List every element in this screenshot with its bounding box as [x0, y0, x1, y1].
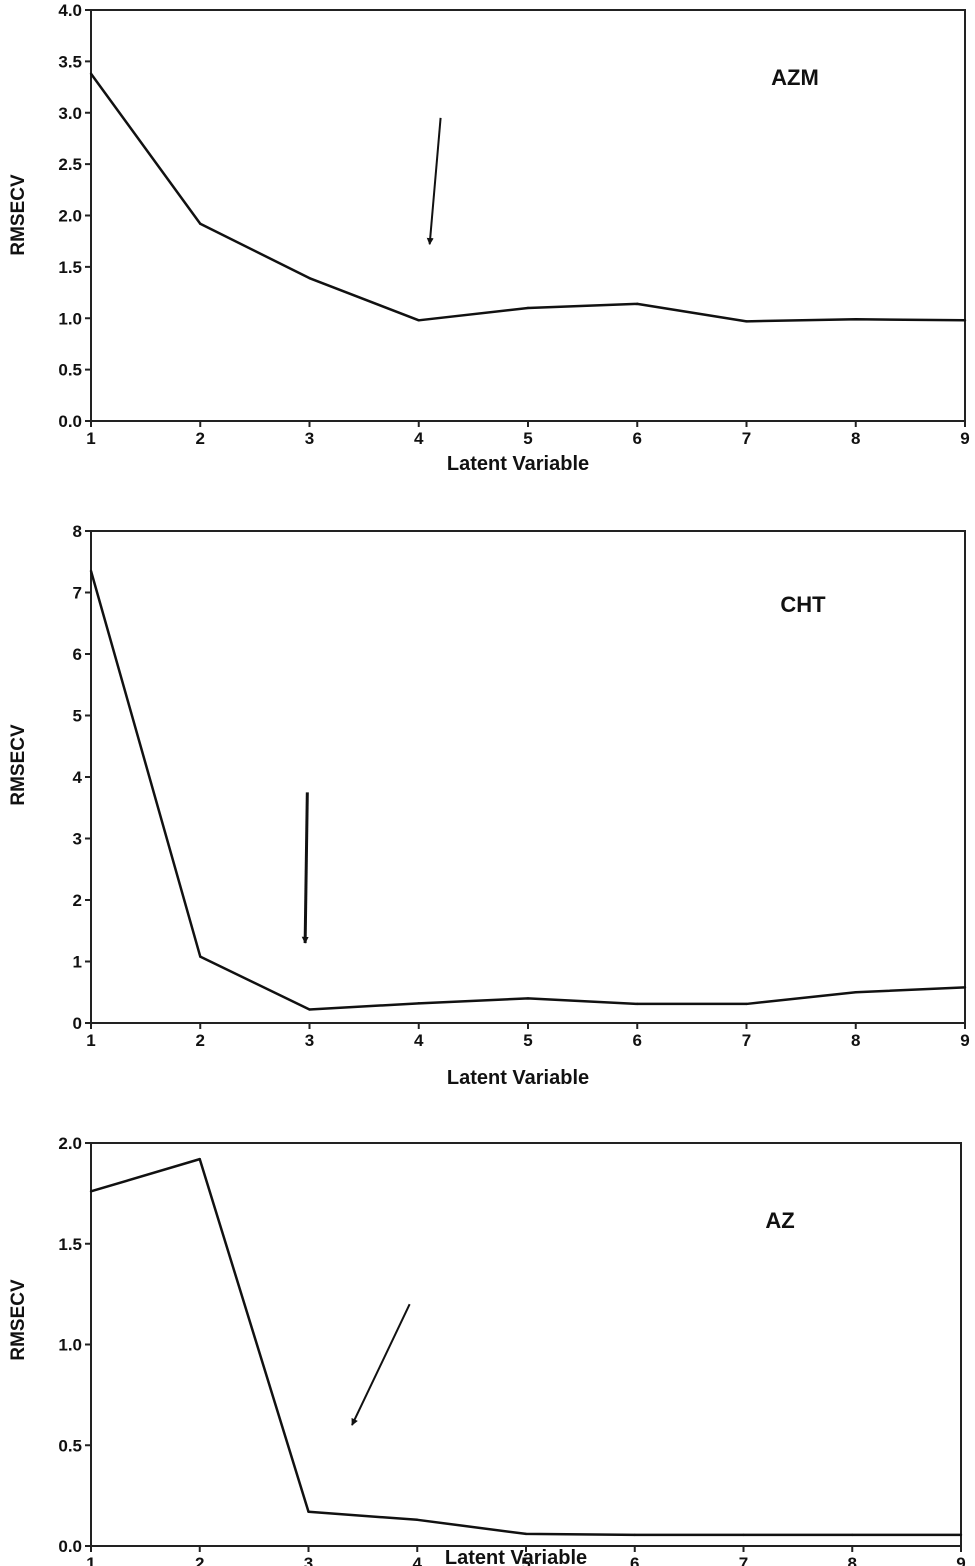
y-tick-label: 2: [73, 891, 82, 910]
x-tick-label: 5: [523, 429, 532, 448]
data-point: [89, 72, 93, 75]
y-axis-title: RMSECV: [8, 174, 29, 256]
data-point: [526, 997, 530, 1000]
x-tick-label: 8: [848, 1554, 857, 1566]
x-tick-label: 2: [196, 1031, 205, 1050]
x-tick-label: 4: [413, 1554, 423, 1566]
data-point: [851, 1533, 854, 1537]
y-tick-label: 1.5: [58, 1235, 82, 1254]
annotation-arrow: [426, 117, 442, 245]
y-tick-label: 5: [73, 707, 82, 726]
data-point: [307, 1510, 310, 1513]
y-tick-label: 8: [73, 522, 82, 541]
series-line-azm: [89, 72, 966, 323]
data-point: [416, 1518, 419, 1522]
x-tick-label: 5: [521, 1554, 530, 1566]
data-point: [199, 222, 202, 225]
x-tick-label: 2: [196, 429, 205, 448]
chart-panel-az: 0.0 0.5 1.0 1.5 2.0 1 2 3 4 5 6 7 8 9 Latent Variable R…: [8, 1134, 966, 1566]
y-tick-label: 1: [73, 953, 82, 972]
data-point: [308, 276, 311, 280]
data-point: [417, 1002, 420, 1005]
x-tick-label: 4: [414, 1031, 424, 1050]
x-tick-label: 6: [633, 429, 642, 448]
y-tick-label: 3.5: [58, 52, 82, 71]
data-point: [308, 1008, 311, 1011]
y-tick-label: 1.0: [58, 1336, 82, 1355]
x-tick-label: 7: [742, 1031, 751, 1050]
x-tick-label: 3: [305, 1031, 314, 1050]
y-tick-label: 2.5: [58, 155, 82, 174]
y-axis-title: RMSECV: [8, 1279, 29, 1361]
series-line-cht: [89, 570, 966, 1011]
data-point: [524, 1532, 528, 1536]
y-tick-label: 3: [73, 830, 82, 849]
x-tick-label: 7: [739, 1554, 748, 1566]
data-point: [633, 1533, 636, 1537]
data-point: [854, 991, 857, 994]
data-point: [745, 320, 748, 323]
annotation-arrow: [301, 792, 309, 944]
series-line-az: [90, 1157, 961, 1537]
y-tick-label: 3.0: [58, 104, 82, 123]
x-tick-label: 7: [742, 429, 751, 448]
y-tick-label: 2.0: [58, 1134, 82, 1153]
x-tick-label: 8: [851, 429, 860, 448]
x-tick-label: 9: [960, 429, 969, 448]
data-point: [854, 318, 857, 321]
x-tick-label: 9: [960, 1031, 969, 1050]
y-tick-label: 4.0: [58, 1, 82, 20]
y-tick-label: 1.0: [58, 309, 82, 328]
y-tick-label: 0.5: [58, 1436, 82, 1455]
x-tick-label: 4: [414, 429, 424, 448]
x-tick-label: 6: [633, 1031, 642, 1050]
x-tick-label: 3: [305, 429, 314, 448]
data-point: [89, 569, 93, 573]
x-tick-label: 5: [523, 1031, 532, 1050]
data-point: [89, 1190, 93, 1193]
data-point: [963, 986, 967, 989]
data-point: [745, 1002, 748, 1006]
data-point: [742, 1533, 745, 1537]
y-tick-label: 0.0: [58, 412, 82, 431]
x-axis-title: Latent Variable: [447, 453, 589, 475]
data-point: [198, 1157, 201, 1161]
y-tick-label: 2.0: [58, 207, 82, 226]
data-point: [199, 955, 202, 958]
panel-label-az: AZ: [765, 1208, 794, 1233]
annotation-arrow: [351, 1303, 411, 1426]
plot-frame: [90, 9, 966, 422]
y-tick-label: 0: [73, 1014, 82, 1033]
x-tick-label: 8: [851, 1031, 860, 1050]
x-axis-title: Latent Variable: [447, 1067, 589, 1089]
y-tick-label: 1.5: [58, 258, 82, 277]
plot-frame: [90, 530, 966, 1024]
x-tick-label: 2: [195, 1554, 204, 1566]
x-tick-label: 6: [630, 1554, 639, 1566]
data-point: [417, 319, 420, 322]
data-point: [526, 306, 530, 310]
y-tick-label: 4: [73, 768, 83, 787]
x-tick-label: 3: [304, 1554, 313, 1566]
x-tick-label: 9: [956, 1554, 965, 1566]
y-tick-label: 0.5: [58, 361, 82, 380]
y-tick-label: 0.0: [58, 1537, 82, 1556]
data-point: [959, 1533, 963, 1537]
chart-panel-azm: 0.0 0.5 1.0 1.5 2.0 2.5 3.0 3.5 4.0 1 2 3 4 5 6 7 8 9 Late…: [8, 1, 970, 475]
y-tick-label: 7: [73, 584, 82, 603]
data-point: [636, 302, 639, 306]
x-tick-label: 1: [86, 429, 95, 448]
data-point: [636, 1002, 639, 1006]
data-point: [963, 319, 967, 322]
y-tick-label: 6: [73, 645, 82, 664]
x-tick-label: 1: [86, 1031, 95, 1050]
x-axis-title: Latent Variable: [445, 1547, 587, 1566]
panel-label-azm: AZM: [771, 65, 819, 90]
x-tick-label: 1: [86, 1554, 95, 1566]
y-axis-title: RMSECV: [8, 724, 29, 806]
panel-label-cht: CHT: [780, 592, 826, 617]
plot-frame: [90, 1142, 962, 1547]
